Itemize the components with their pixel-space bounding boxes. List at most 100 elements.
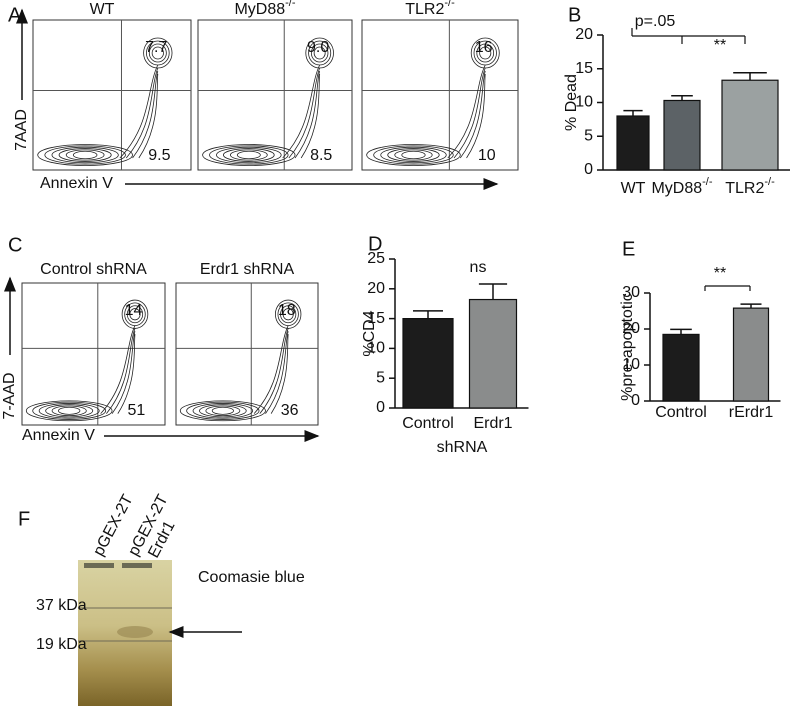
y-tick-label: 15 [575, 60, 593, 77]
plot-title-base: MyD88 [234, 1, 285, 18]
contour [270, 334, 289, 414]
contour [288, 67, 321, 159]
contour [447, 64, 486, 159]
contour [119, 64, 159, 159]
plot-frame [175, 282, 319, 426]
y-tick-label: 25 [367, 250, 385, 267]
y-tick-label: 20 [622, 320, 640, 337]
contour [146, 40, 170, 66]
annotation: ns [470, 259, 487, 276]
contour [282, 64, 321, 159]
plot-title: WT [90, 1, 115, 18]
panel-label: C [8, 234, 22, 256]
x-tick-label: Erdr1 [473, 415, 512, 432]
plot-title: Erdr1 shRNA [200, 261, 295, 278]
x-tick-label: MyD88-/- [651, 176, 712, 197]
contour [37, 144, 133, 166]
annotation: p=.05 [635, 13, 676, 30]
contour [274, 299, 302, 329]
x-axis-label: Annexin V [40, 175, 113, 192]
contour [25, 400, 113, 422]
quadrant-value: 36 [281, 402, 299, 419]
x-tick-label-base: rErdr1 [729, 404, 774, 421]
y-tick-label: 5 [376, 369, 385, 386]
plot-frame [361, 19, 519, 171]
x-axis-label: shRNA [437, 439, 488, 456]
y-tick-label: 5 [584, 127, 593, 144]
x-tick-label-base: Control [655, 404, 707, 421]
annotation: ** [714, 265, 726, 282]
contour [453, 67, 486, 159]
plot-title-base: WT [90, 1, 115, 18]
y-axis-label: 7-AAD [1, 372, 18, 419]
contour [401, 150, 426, 160]
contour [209, 145, 289, 165]
contour [129, 308, 141, 321]
contour [253, 325, 289, 414]
y-tick-label: 30 [622, 284, 640, 301]
contour [366, 144, 461, 166]
bar [468, 298, 518, 409]
contour [280, 305, 297, 324]
contour [380, 146, 447, 164]
contour [179, 400, 266, 422]
quadrant-value: 9.5 [148, 147, 170, 164]
panel-label: D [368, 233, 382, 255]
quadrant-value: 7.7 [145, 39, 167, 56]
y-tick-label: 10 [622, 356, 640, 373]
contour [259, 328, 289, 414]
contour [132, 70, 159, 159]
marker-label: 19 kDa [36, 636, 87, 653]
y-axis-label: %CD4 [361, 310, 378, 356]
x-tick-label: TLR2-/- [725, 176, 775, 197]
x-tick-label-sup: -/- [764, 176, 775, 188]
contour [473, 40, 497, 66]
contour [466, 73, 486, 159]
x-tick-label-base: TLR2 [725, 180, 764, 197]
contour [138, 73, 159, 159]
contour [205, 405, 241, 417]
annotation: ** [714, 37, 726, 54]
bar [616, 115, 650, 171]
contour [151, 46, 164, 60]
bar [732, 307, 770, 402]
plot-title-sup: -/- [285, 0, 296, 9]
y-tick-label: 20 [367, 280, 385, 297]
contour [216, 146, 282, 164]
x-tick-label-base: WT [621, 180, 646, 197]
x-tick-label-base: Control [402, 415, 454, 432]
bar [662, 333, 700, 402]
plot-frame [197, 19, 353, 171]
y-tick-label: 0 [584, 161, 593, 178]
plot-title-sup: -/- [444, 0, 455, 9]
contour [476, 43, 495, 63]
contour [223, 148, 275, 162]
x-axis-label: Annexin V [22, 427, 95, 444]
plot-frame [21, 282, 166, 426]
plot-frame [32, 19, 192, 171]
gel-well [84, 563, 114, 568]
panel-label: E [622, 238, 635, 260]
y-tick-label: 15 [367, 310, 385, 327]
contour [277, 302, 299, 327]
contour [229, 149, 268, 161]
contour [106, 328, 136, 414]
x-tick-label: Control [402, 415, 454, 432]
contour [192, 403, 254, 419]
contour [300, 73, 321, 159]
contour [100, 325, 136, 414]
contour [121, 299, 149, 329]
contour [186, 401, 260, 420]
contour [72, 150, 98, 160]
plot-title-base: TLR2 [405, 1, 444, 18]
bar [402, 318, 454, 409]
contour [199, 404, 247, 418]
x-tick-label: Control [655, 404, 707, 421]
plot-title: TLR2-/- [405, 0, 455, 18]
contour [148, 43, 167, 63]
gel-well [122, 563, 152, 568]
contour [282, 308, 294, 321]
bar [721, 79, 779, 171]
quadrant-value: 8.5 [310, 147, 332, 164]
